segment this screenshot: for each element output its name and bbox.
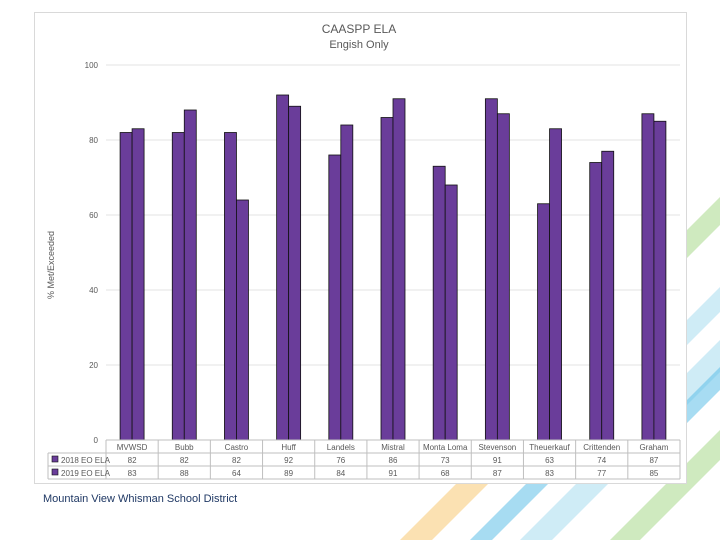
data-label: 91 [389, 469, 398, 478]
data-label: 74 [597, 456, 606, 465]
category-label: Theuerkauf [529, 443, 570, 452]
bar-theuerkauf-2019 [549, 128, 562, 441]
y-tick-label: 20 [89, 361, 98, 370]
footer-text: Mountain View Whisman School District [43, 493, 238, 505]
bar-bubb-2018 [171, 132, 185, 441]
bar-theuerkauf-2018 [537, 203, 550, 441]
legend-label: 2018 EO ELA [61, 456, 111, 465]
bar-mistral-2019 [392, 98, 406, 441]
chart-title: CAASPP ELA [322, 22, 396, 36]
bar-mvwsd-2019 [131, 128, 145, 441]
category-label: Monta Loma [423, 443, 468, 452]
bar-landels-2018 [328, 154, 342, 441]
category-label: Bubb [175, 443, 194, 452]
bar-bubb-2019 [183, 109, 197, 441]
bar-graham-2018 [641, 113, 655, 441]
data-label: 63 [545, 456, 554, 465]
bar-graham-2019 [653, 120, 667, 441]
bar-mvwsd-2018 [119, 132, 133, 441]
legend-swatch [51, 455, 59, 463]
bar-crittenden-2019 [601, 150, 615, 441]
decorative-stripe [610, 430, 720, 540]
legend-label: 2019 EO ELA [61, 469, 111, 478]
data-label: 82 [128, 456, 137, 465]
data-label: 64 [232, 469, 241, 478]
category-label: Graham [639, 443, 668, 452]
chart-subtitle: Engish Only [329, 39, 389, 51]
data-label: 76 [336, 456, 345, 465]
y-axis-label: % Met/Exceeded [46, 231, 56, 299]
bar-chart: 0 20 40 60 80 100 MVWSD 82 83 Bubb 82 88 Castro 82 64… [46, 22, 681, 480]
y-tick-label: 100 [85, 61, 99, 70]
bar-crittenden-2018 [589, 162, 603, 441]
data-label: 92 [284, 456, 293, 465]
category-label: MVWSD [117, 443, 148, 452]
data-label: 82 [232, 456, 241, 465]
data-label: 89 [284, 469, 293, 478]
bar-castro-2019 [236, 199, 249, 441]
data-label: 73 [441, 456, 450, 465]
bars [119, 94, 667, 441]
axes: 0 20 40 60 80 100 [85, 61, 99, 445]
data-label: 91 [493, 456, 502, 465]
bar-stevenson-2019 [496, 113, 510, 441]
bar-stevenson-2018 [484, 98, 498, 441]
data-label: 84 [336, 469, 345, 478]
category-label: Landels [327, 443, 355, 452]
data-label: 68 [441, 469, 450, 478]
data-label: 87 [493, 469, 502, 478]
data-label: 85 [649, 469, 658, 478]
bar-monta-loma-2018 [432, 165, 446, 441]
y-tick-label: 80 [89, 136, 98, 145]
data-label: 83 [545, 469, 554, 478]
data-label: 88 [180, 469, 189, 478]
bar-monta-loma-2019 [444, 184, 458, 441]
y-tick-label: 40 [89, 286, 98, 295]
category-label: Mistral [381, 443, 405, 452]
data-label: 82 [180, 456, 189, 465]
legend-swatch [51, 468, 59, 476]
y-tick-label: 60 [89, 211, 98, 220]
y-tick-label: 0 [94, 436, 99, 445]
data-label: 86 [389, 456, 398, 465]
bar-mistral-2018 [380, 117, 394, 441]
bar-huff-2019 [288, 105, 302, 441]
decorative-stripe [687, 367, 720, 423]
data-label: 83 [128, 469, 137, 478]
data-label: 87 [649, 456, 658, 465]
category-label: Castro [225, 443, 249, 452]
category-label: Crittenden [583, 443, 620, 452]
data-table: MVWSD 82 83 Bubb 82 88 Castro 82 64 Huff 92 89 Lande… [47, 439, 681, 480]
decorative-stripe [687, 287, 720, 345]
bar-castro-2018 [224, 132, 237, 441]
category-label: Huff [281, 443, 296, 452]
category-label: Stevenson [478, 443, 516, 452]
decorative-stripe [687, 197, 720, 258]
data-label: 77 [597, 469, 606, 478]
bar-landels-2019 [340, 124, 354, 441]
bar-huff-2018 [276, 94, 290, 441]
